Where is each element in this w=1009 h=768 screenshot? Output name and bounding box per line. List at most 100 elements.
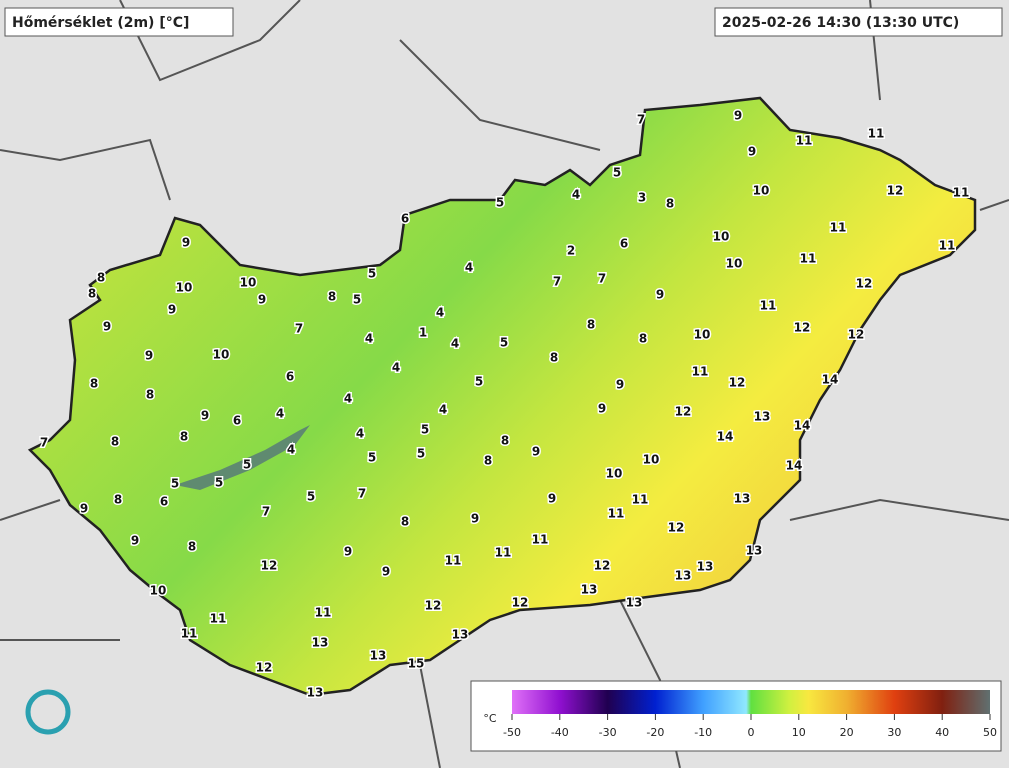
station-value: 13 xyxy=(697,560,714,574)
timestamp: 2025-02-26 14:30 (13:30 UTC) xyxy=(722,15,959,31)
lake xyxy=(175,425,310,490)
station-value: 12 xyxy=(512,596,529,610)
colorbar-tick-label: 30 xyxy=(887,726,901,739)
station-value: 6 xyxy=(401,212,409,226)
colorbar-tick-label: 50 xyxy=(983,726,997,739)
colorbar-unit: °C xyxy=(483,712,497,725)
station-value: 5 xyxy=(243,458,251,472)
colorbar-tick-label: 20 xyxy=(840,726,854,739)
station-value: 9 xyxy=(656,288,664,302)
station-value: 10 xyxy=(713,230,730,244)
station-value: 14 xyxy=(786,459,803,473)
station-value: 13 xyxy=(370,649,387,663)
station-value: 9 xyxy=(548,492,556,506)
station-value: 9 xyxy=(532,445,540,459)
station-value: 9 xyxy=(201,409,209,423)
colorbar-tick-label: -20 xyxy=(646,726,664,739)
station-value: 13 xyxy=(734,492,751,506)
station-value: 10 xyxy=(176,281,193,295)
station-value: 15 xyxy=(408,657,425,671)
title: Hőmérséklet (2m) [°C] xyxy=(12,15,189,31)
station-value: 7 xyxy=(295,322,303,336)
station-value: 9 xyxy=(168,303,176,317)
station-value: 5 xyxy=(307,490,315,504)
title-box xyxy=(4,7,234,37)
station-value: 4 xyxy=(465,261,473,275)
station-value: 2 xyxy=(567,244,575,258)
station-value: 13 xyxy=(626,596,643,610)
station-value: 11 xyxy=(796,134,813,148)
station-value: 11 xyxy=(760,299,777,313)
station-value: 10 xyxy=(213,348,230,362)
station-value: 8 xyxy=(401,515,409,529)
station-value: 11 xyxy=(692,365,709,379)
station-value: 4 xyxy=(392,361,400,375)
country-shape xyxy=(27,96,977,697)
station-value: 8 xyxy=(328,290,336,304)
station-value: 5 xyxy=(215,476,223,490)
station-value: 12 xyxy=(261,559,278,573)
station-value: 6 xyxy=(286,370,294,384)
station-value: 4 xyxy=(572,188,580,202)
station-value: 8 xyxy=(587,318,595,332)
station-value: 9 xyxy=(382,565,390,579)
station-value: 5 xyxy=(353,293,361,307)
station-value: 13 xyxy=(452,628,469,642)
station-value: 8 xyxy=(111,435,119,449)
station-value: 13 xyxy=(312,636,329,650)
logo xyxy=(25,689,71,735)
station-value: 9 xyxy=(80,502,88,516)
station-value: 4 xyxy=(276,407,284,421)
station-value: 4 xyxy=(287,443,295,457)
station-value: 7 xyxy=(262,505,270,519)
station-value: 6 xyxy=(620,237,628,251)
station-value: 7 xyxy=(40,436,48,450)
station-value: 12 xyxy=(887,184,904,198)
colorbar-tick-label: 10 xyxy=(792,726,806,739)
station-value: 13 xyxy=(746,544,763,558)
station-value: 11 xyxy=(445,554,462,568)
station-value: 7 xyxy=(553,275,561,289)
station-value: 11 xyxy=(939,239,956,253)
station-value: 4 xyxy=(344,392,352,406)
colorbar-ticks: -50 -40 -30 -20 -10 0 10 20 30 40 50 xyxy=(503,714,997,739)
station-value: 11 xyxy=(953,186,970,200)
station-value: 13 xyxy=(754,410,771,424)
station-value: 14 xyxy=(717,430,734,444)
station-value: 11 xyxy=(868,127,885,141)
station-value: 7 xyxy=(358,487,366,501)
colorbar-tick-label: -10 xyxy=(694,726,712,739)
station-value: 10 xyxy=(694,328,711,342)
station-value: 9 xyxy=(182,236,190,250)
station-value: 12 xyxy=(668,521,685,535)
station-value: 10 xyxy=(726,257,743,271)
colorbar-tick-label: -50 xyxy=(503,726,521,739)
station-value: 8 xyxy=(114,493,122,507)
station-value: 5 xyxy=(475,375,483,389)
station-value: 5 xyxy=(496,196,504,210)
station-value: 13 xyxy=(675,569,692,583)
station-value: 10 xyxy=(150,584,167,598)
station-value: 8 xyxy=(639,332,647,346)
station-value: 4 xyxy=(365,332,373,346)
station-value: 9 xyxy=(471,512,479,526)
station-value: 3 xyxy=(638,191,646,205)
station-value: 5 xyxy=(368,267,376,281)
station-value: 9 xyxy=(616,378,624,392)
station-value: 11 xyxy=(315,606,332,620)
station-value: 11 xyxy=(181,627,198,641)
station-value: 12 xyxy=(425,599,442,613)
station-value: 4 xyxy=(436,306,444,320)
station-value: 12 xyxy=(594,559,611,573)
station-value: 9 xyxy=(748,145,756,159)
station-value: 8 xyxy=(666,197,674,211)
colorbar-tick-label: 0 xyxy=(748,726,755,739)
station-value: 12 xyxy=(729,376,746,390)
station-value: 9 xyxy=(131,534,139,548)
station-value: 4 xyxy=(451,337,459,351)
colorbar-tick-label: -30 xyxy=(599,726,617,739)
station-value: 4 xyxy=(356,427,364,441)
station-value: 9 xyxy=(734,109,742,123)
